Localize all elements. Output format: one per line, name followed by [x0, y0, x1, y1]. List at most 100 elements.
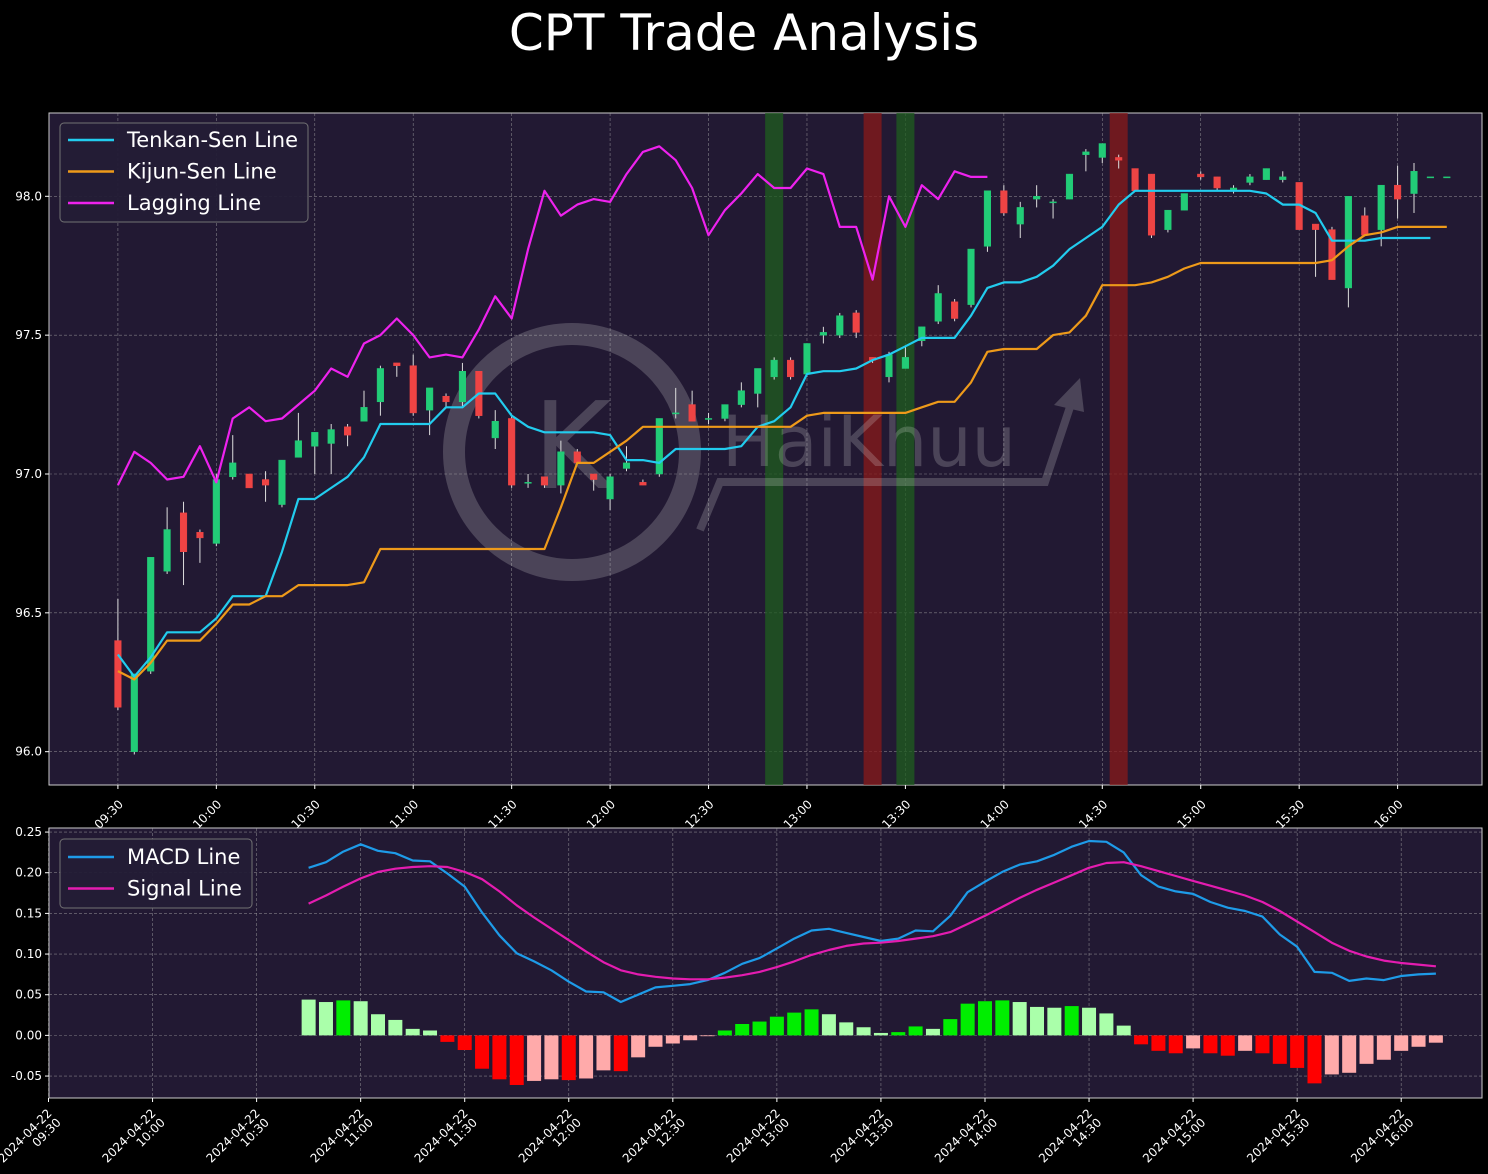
price-x-tick-label: 15:00	[1174, 797, 1208, 831]
candle-body	[196, 532, 204, 539]
candle-body	[426, 387, 434, 411]
candle-body	[951, 301, 959, 319]
macd-x-tick-label: 2024-04-2214:00	[932, 1106, 1000, 1174]
macd-histogram-bar	[908, 1026, 923, 1036]
candle-body	[737, 390, 745, 405]
macd-histogram-bar	[960, 1003, 975, 1036]
candle-body	[311, 432, 319, 447]
candle-body	[934, 293, 942, 322]
candle-body	[1000, 190, 1008, 214]
price-legend-label: Kijun-Sen Line	[127, 160, 277, 184]
price-x-tick-label: 13:30	[879, 797, 913, 831]
price-x-tick-label: 14:30	[1076, 797, 1110, 831]
candle-body	[458, 370, 466, 403]
candle-body	[688, 404, 696, 422]
candle-body	[540, 476, 549, 486]
price-x-tick-label: 09:30	[92, 797, 126, 831]
macd-series-line-1	[308, 861, 1437, 981]
candle-body	[245, 473, 253, 489]
macd-histogram-bar	[665, 1035, 680, 1044]
macd-histogram-bar	[1186, 1035, 1201, 1049]
watermark-logo-mark: K	[533, 378, 615, 517]
macd-histogram-bar	[1099, 1013, 1114, 1036]
macd-histogram-bar	[1012, 1002, 1027, 1036]
macd-y-tick-label: 0.25	[15, 825, 42, 839]
candle-body	[1164, 209, 1172, 230]
series-line-0	[117, 189, 1431, 678]
candle-body	[655, 418, 663, 475]
price-x-tick-label: 11:30	[485, 797, 519, 831]
candle-body	[1426, 176, 1434, 179]
macd-x-tick-label: 2024-04-2215:00	[1140, 1106, 1208, 1174]
macd-histogram-bar	[717, 1030, 732, 1036]
macd-histogram-bar	[1220, 1035, 1235, 1056]
macd-histogram-bar	[804, 1009, 819, 1036]
chart-title: CPT Trade Analysis	[508, 4, 980, 62]
candle-body	[1213, 176, 1221, 189]
candle-body	[344, 426, 352, 436]
macd-x-tick-label: 2024-04-2210:30	[204, 1106, 272, 1174]
macd-panel: 0.25 0.20 0.15 0.10 0.05 0.00 -0.05 2024-04-22…	[0, 825, 1483, 1174]
price-y-tick-label: 97.0	[15, 467, 42, 481]
macd-x-tick-label: 2024-04-2212:00	[516, 1106, 584, 1174]
candle-body	[1098, 143, 1106, 158]
candle-body	[803, 343, 811, 375]
candle-body	[1065, 173, 1074, 200]
macd-histogram-bar	[301, 999, 316, 1036]
watermark: K HaiKhuu	[443, 323, 1084, 581]
macd-histogram-bar	[1238, 1035, 1253, 1051]
macd-histogram-bar	[544, 1035, 559, 1080]
candle-body	[1180, 193, 1188, 211]
candle-body	[179, 512, 188, 552]
macd-x-tick-label: 2024-04-2215:30	[1244, 1106, 1312, 1174]
candle-body	[573, 451, 581, 464]
candle-body	[1443, 176, 1451, 179]
price-x-tick-label: 16:00	[1371, 797, 1405, 831]
macd-y-tick-label: -0.05	[11, 1069, 42, 1083]
price-x-tick-label: 12:30	[682, 797, 716, 831]
macd-histogram-bar	[1047, 1007, 1062, 1036]
macd-histogram-bar	[405, 1028, 420, 1036]
macd-histogram-bar	[1082, 1007, 1097, 1036]
macd-histogram-bar	[700, 1035, 715, 1037]
watermark-arrow	[696, 390, 1079, 532]
macd-y-tick-label: 0.10	[15, 947, 42, 961]
price-highlight-band	[896, 113, 915, 785]
candle-body	[836, 315, 844, 336]
macd-x-tick-label: 2024-04-2213:30	[828, 1106, 896, 1174]
candle-body	[672, 412, 680, 415]
candle-body	[1049, 201, 1057, 204]
candle-body	[754, 368, 762, 394]
macd-histogram-bar	[787, 1012, 802, 1036]
macd-histogram-bar	[1255, 1035, 1270, 1054]
candle-body	[918, 326, 926, 341]
candle-body	[1115, 157, 1123, 161]
series-line-2	[116, 145, 988, 486]
macd-histogram-bar	[769, 1016, 784, 1036]
macd-histogram-bar	[631, 1035, 646, 1058]
price-legend-label: Tenkan-Sen Line	[126, 128, 298, 152]
macd-legend-label: Signal Line	[127, 877, 242, 901]
candle-body	[1131, 168, 1139, 192]
macd-legend-label: MACD Line	[127, 845, 240, 869]
candle-body	[1147, 173, 1156, 236]
candle-body	[1246, 176, 1254, 183]
candle-body	[229, 462, 237, 478]
macd-x-tick-label: 2024-04-2209:30	[0, 1106, 64, 1174]
macd-series-line-0	[308, 839, 1436, 1004]
macd-histogram-bar	[596, 1035, 611, 1071]
macd-histogram-bar	[475, 1035, 490, 1069]
candle-body	[294, 440, 302, 458]
candle-body	[1361, 215, 1369, 236]
candle-body	[1377, 184, 1385, 230]
candle-body	[1344, 196, 1352, 289]
candle-body	[852, 312, 860, 333]
candle-body	[327, 429, 335, 444]
macd-histogram-bar	[353, 1001, 368, 1036]
macd-histogram-bar	[1134, 1035, 1149, 1045]
candle-body	[212, 479, 220, 544]
candle-body	[787, 359, 795, 378]
candle-body	[606, 476, 614, 500]
macd-histogram-bar	[527, 1035, 542, 1081]
macd-histogram-bar	[613, 1035, 628, 1072]
